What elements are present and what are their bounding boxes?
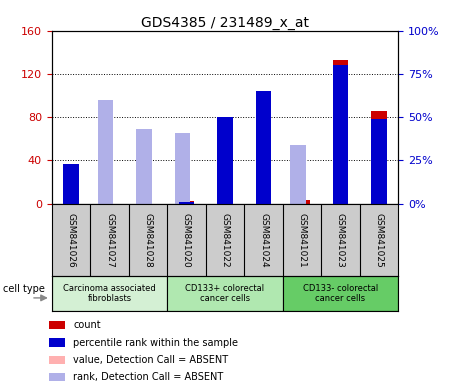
Bar <box>256 91 271 204</box>
Text: CD133+ colorectal
cancer cells: CD133+ colorectal cancer cells <box>185 284 265 303</box>
Bar <box>294 200 310 204</box>
Bar <box>283 276 398 311</box>
Text: GSM841023: GSM841023 <box>336 213 345 267</box>
Text: GSM841021: GSM841021 <box>297 213 306 267</box>
Bar <box>256 99 271 204</box>
Text: value, Detection Call = ABSENT: value, Detection Call = ABSENT <box>73 355 229 365</box>
Bar <box>179 201 194 204</box>
Bar <box>98 149 113 204</box>
Bar <box>333 60 348 204</box>
Text: percentile rank within the sample: percentile rank within the sample <box>73 338 238 348</box>
Text: GSM841026: GSM841026 <box>67 213 76 267</box>
Bar <box>290 145 306 204</box>
Bar <box>217 131 233 204</box>
Bar <box>49 338 65 347</box>
Text: GSM841020: GSM841020 <box>182 213 191 267</box>
Text: count: count <box>73 320 101 330</box>
Text: GSM841025: GSM841025 <box>374 213 383 267</box>
Bar <box>136 158 152 204</box>
Bar <box>175 133 190 204</box>
Bar <box>371 119 387 204</box>
Title: GDS4385 / 231489_x_at: GDS4385 / 231489_x_at <box>141 16 309 30</box>
Bar <box>371 111 387 204</box>
Bar <box>63 169 79 204</box>
Bar <box>290 180 306 204</box>
Bar <box>52 276 167 311</box>
Bar <box>179 202 194 204</box>
Bar <box>217 117 233 204</box>
Text: cell type: cell type <box>3 283 45 294</box>
Bar <box>49 373 65 381</box>
Text: GSM841027: GSM841027 <box>105 213 114 267</box>
Text: GSM841022: GSM841022 <box>220 213 230 267</box>
Text: CD133- colorectal
cancer cells: CD133- colorectal cancer cells <box>303 284 378 303</box>
Bar <box>136 129 152 204</box>
Text: GSM841028: GSM841028 <box>144 213 153 267</box>
Bar <box>333 65 348 204</box>
Bar <box>49 356 65 364</box>
Bar <box>63 164 79 204</box>
Text: Carcinoma associated
fibroblasts: Carcinoma associated fibroblasts <box>63 284 156 303</box>
Bar <box>167 276 283 311</box>
Bar <box>49 321 65 329</box>
Text: rank, Detection Call = ABSENT: rank, Detection Call = ABSENT <box>73 372 224 382</box>
Bar <box>175 162 190 204</box>
Text: GSM841024: GSM841024 <box>259 213 268 267</box>
Bar <box>98 100 113 204</box>
